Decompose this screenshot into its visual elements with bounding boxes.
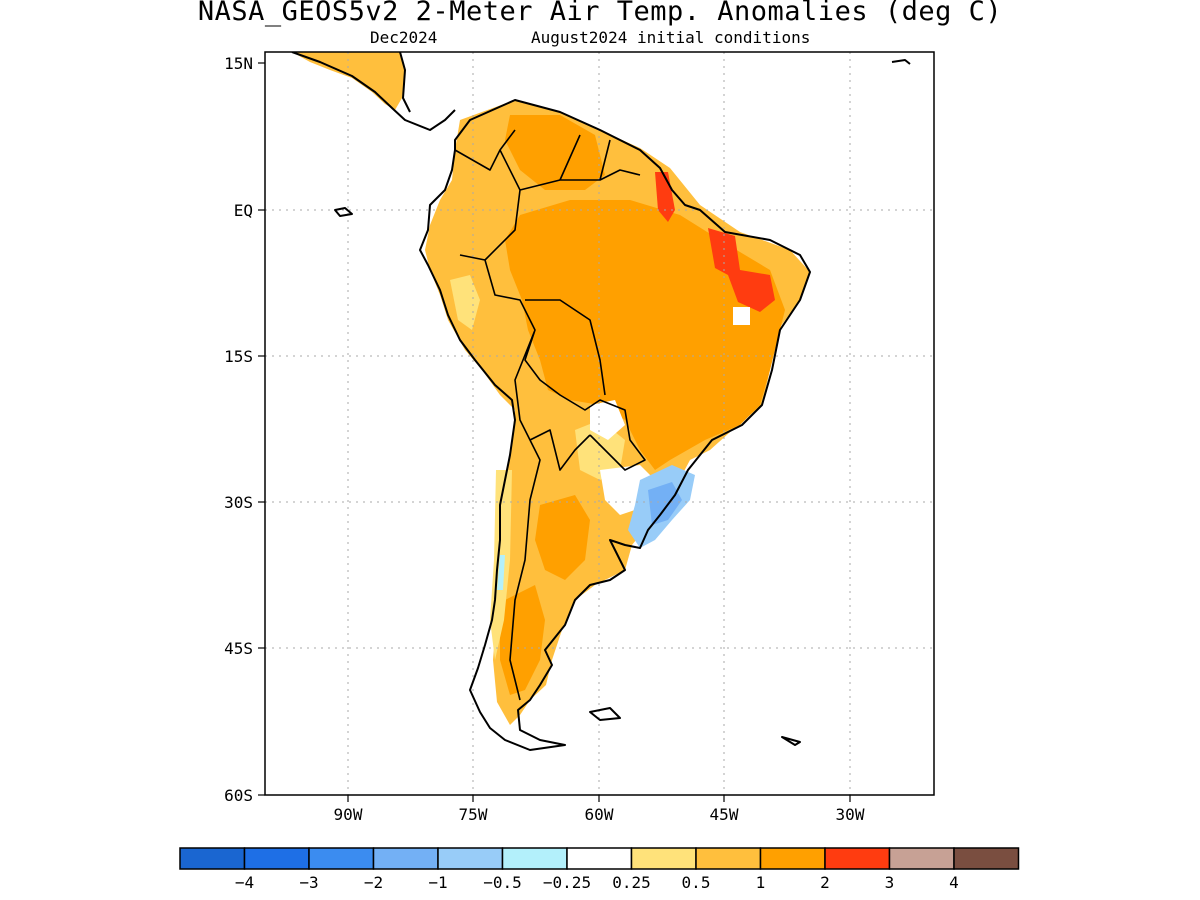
initial-conditions-label: August2024 initial conditions	[531, 28, 811, 47]
colorbar-swatch	[566, 847, 633, 870]
lat-label: 15S	[224, 347, 253, 366]
colorbar-label: −4	[235, 873, 254, 892]
colorbar-swatch	[824, 847, 891, 870]
coastlines	[291, 52, 911, 751]
colorbar-swatch	[308, 847, 375, 870]
lon-label: 75W	[459, 805, 488, 824]
lon-labels: 90W 75W 60W 45W 30W	[334, 805, 865, 824]
lon-label: 90W	[334, 805, 363, 824]
galapagos-islands	[334, 207, 353, 217]
central-america-coast-north	[399, 52, 411, 113]
colorbar-label: 3	[885, 873, 895, 892]
colorbar-swatch	[953, 847, 1020, 870]
colorbar-swatch	[243, 847, 310, 870]
colorbar-swatch	[179, 847, 246, 870]
south-georgia-island	[781, 736, 801, 746]
colorbar-swatch	[695, 847, 762, 870]
chile-anomaly-near-zero	[497, 555, 505, 590]
missing-data-cell	[733, 307, 750, 325]
colorbar-swatch	[759, 847, 826, 870]
colorbar-swatch	[630, 847, 697, 870]
lat-label: 15N	[224, 54, 253, 73]
colorbar-swatch	[501, 847, 568, 870]
colorbar-label: −3	[299, 873, 318, 892]
central-america-coast	[291, 52, 456, 131]
colorbar-label: −1	[428, 873, 447, 892]
peru-anomaly-0.25-0.5	[450, 275, 480, 330]
lon-label: 45W	[710, 805, 739, 824]
colorbar: −4 −3 −2 −1 −0.5 −0.25 0.25 0.5 1 2 3 4	[179, 847, 1020, 892]
caribbean-islands	[891, 59, 911, 65]
south-brazil-anomaly-core	[648, 482, 682, 525]
forecast-month: Dec2024	[370, 28, 438, 47]
lat-label: EQ	[234, 201, 253, 220]
colorbar-label: −2	[364, 873, 383, 892]
lon-label: 30W	[836, 805, 865, 824]
country-borders	[454, 129, 646, 701]
south-america-coast	[419, 99, 811, 751]
lat-label: 30S	[224, 493, 253, 512]
axis-ticks	[258, 62, 851, 802]
guiana-anomaly-1-2	[505, 115, 605, 190]
colorbar-swatch	[437, 847, 504, 870]
colorbar-label: −0.25	[543, 873, 591, 892]
lat-label: 60S	[224, 786, 253, 805]
colorbar-swatch	[372, 847, 439, 870]
falkland-islands	[589, 707, 621, 721]
colorbar-label: 4	[949, 873, 959, 892]
lat-label: 45S	[224, 639, 253, 658]
lat-labels: 15N EQ 15S 30S 45S 60S	[224, 54, 253, 805]
map-title: NASA_GEOS5v2 2-Meter Air Temp. Anomalies…	[197, 0, 1003, 27]
colorbar-swatch	[888, 847, 955, 870]
central-america-anomaly	[292, 52, 405, 110]
argentina-anomaly-1-2	[535, 495, 590, 580]
colorbar-label: 0.5	[682, 873, 711, 892]
colorbar-label: −0.5	[483, 873, 522, 892]
gridlines	[265, 52, 934, 795]
lon-label: 60W	[585, 805, 614, 824]
colorbar-label: 0.25	[612, 873, 651, 892]
anomaly-field	[292, 52, 810, 725]
ne-brazil-anomaly-2-3-east	[708, 228, 775, 312]
colorbar-label: 1	[756, 873, 766, 892]
colorbar-label: 2	[820, 873, 830, 892]
